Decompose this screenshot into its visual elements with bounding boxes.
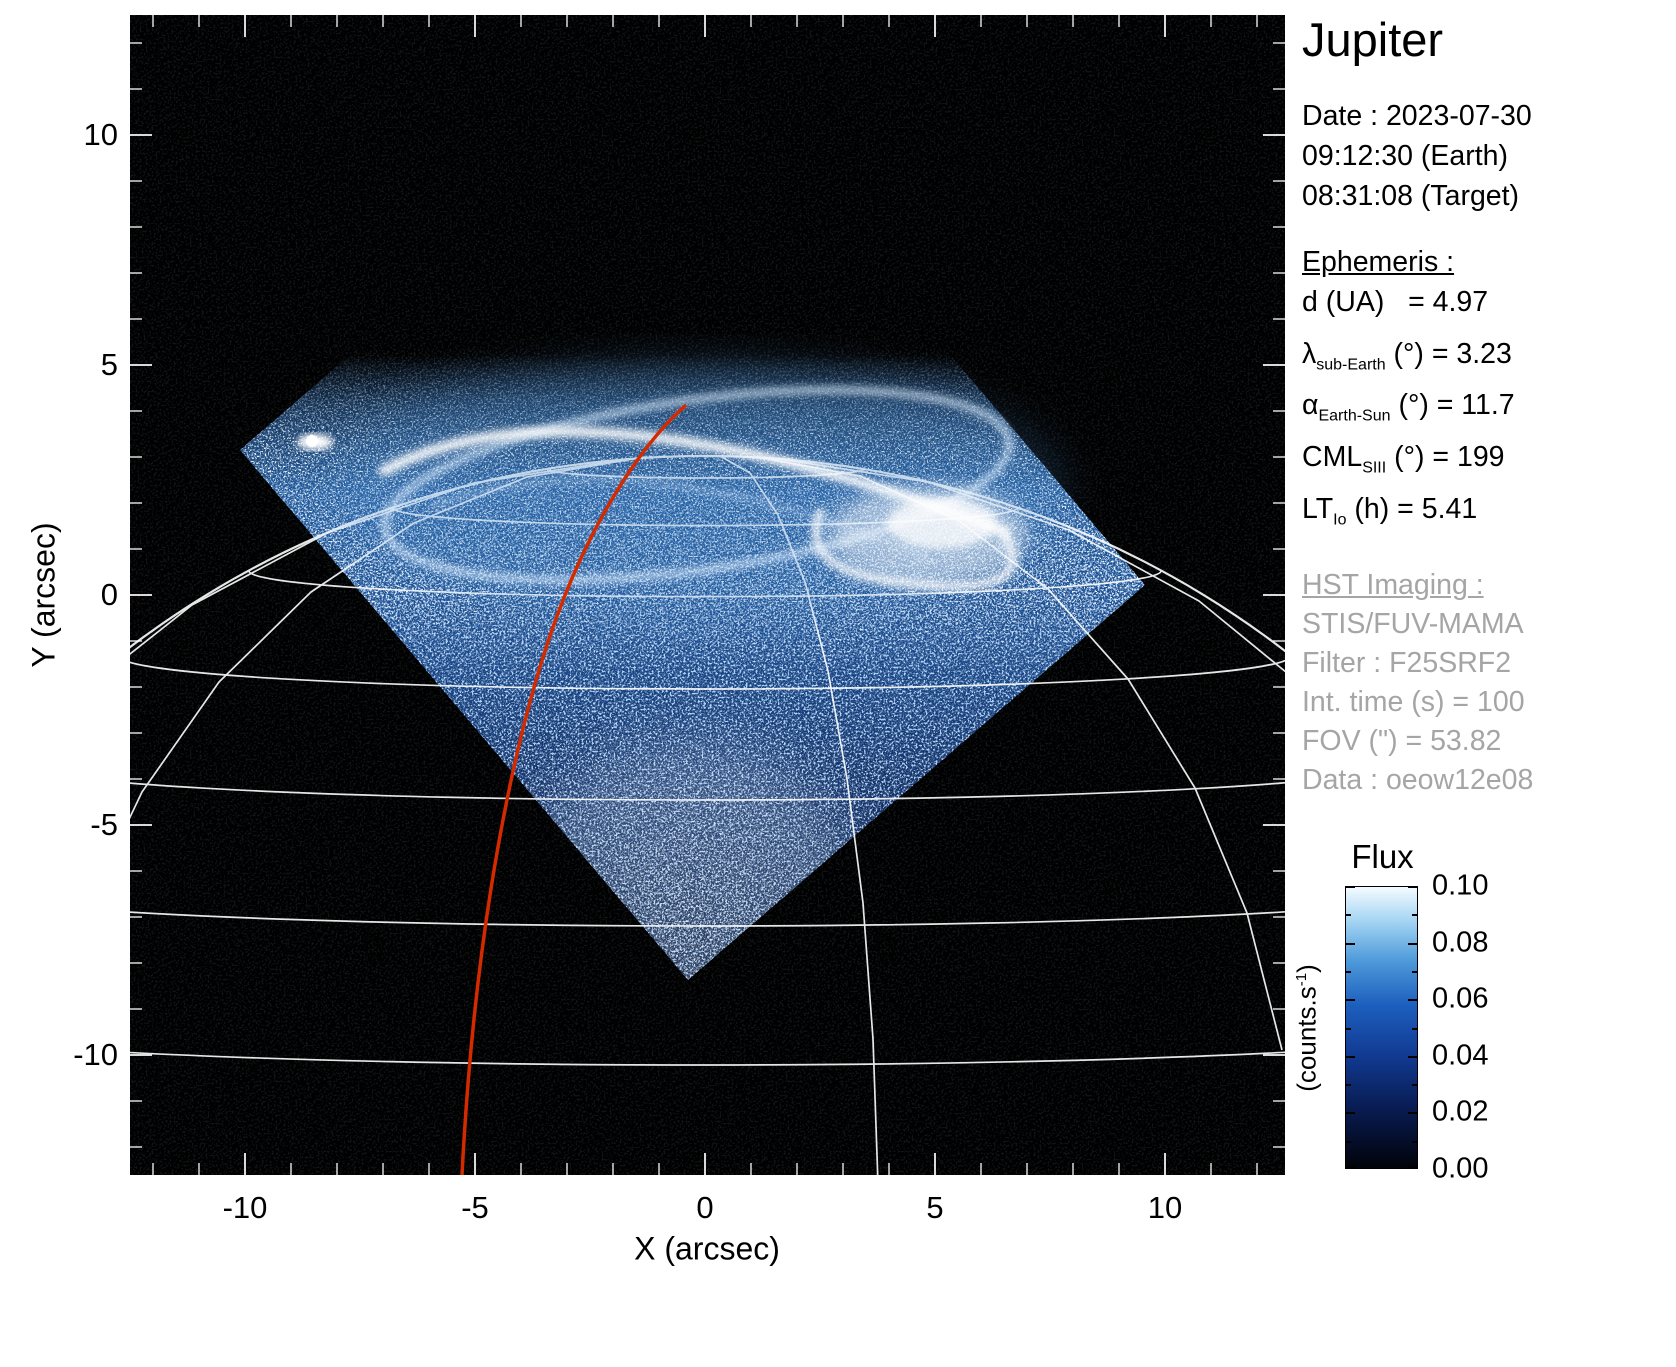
y-tick-label: -5 xyxy=(90,807,118,842)
x-major-ticks-top xyxy=(244,15,1166,37)
io-footprint-core xyxy=(306,435,318,447)
observation-block: Date : 2023-07-30 09:12:30 (Earth) 08:31… xyxy=(1302,96,1676,216)
ephemeris-quantity: λ xyxy=(1302,337,1317,370)
x-minor-ticks-bottom xyxy=(152,1163,1258,1175)
ephemeris-quantity: d (UA) xyxy=(1302,286,1385,318)
colorbar-units-prefix: (counts.s xyxy=(1291,986,1322,1092)
obs-time-target: 08:31:08 (Target) xyxy=(1302,180,1520,212)
x-axis-title: X (arcsec) xyxy=(634,1230,780,1267)
latitude-line xyxy=(130,910,1285,927)
latitude-line xyxy=(130,659,1285,690)
y-tick-label: 5 xyxy=(100,347,118,382)
hst-instrument: STIS/FUV-MAMA xyxy=(1302,608,1524,641)
y-major-ticks-right xyxy=(1263,134,1285,1056)
ephemeris-value: (°) = 11.7 xyxy=(1390,389,1515,422)
ephemeris-value: = 4.97 xyxy=(1384,286,1489,318)
colorbar-tick-label: 0.00 xyxy=(1432,1152,1489,1185)
y-minor-ticks-right xyxy=(1273,42,1285,1148)
ephemeris-value: (°) = 3.23 xyxy=(1385,337,1512,370)
x-tick-label: 10 xyxy=(1147,1190,1183,1225)
colorbar-units: (counts.s-1) xyxy=(1292,964,1323,1092)
colorbar-gradient xyxy=(1346,887,1417,1168)
colorbar xyxy=(1345,886,1418,1169)
ephemeris-quantity: CML xyxy=(1302,441,1363,474)
ephemeris-subscript: sub-Earth xyxy=(1316,356,1386,374)
target-name: Jupiter xyxy=(1302,13,1444,66)
obs-time-earth: 09:12:30 (Earth) xyxy=(1302,140,1508,172)
y-tick-label: 10 xyxy=(83,117,118,152)
hst-imaging-block: STIS/FUV-MAMA Filter : F25SRF2 Int. time… xyxy=(1302,605,1676,800)
ephemeris-quantity: α xyxy=(1302,389,1319,422)
ephemeris-subscript: SIII xyxy=(1362,459,1387,477)
ephemeris-row: LTIo (h) = 5.41 xyxy=(1302,489,1676,541)
x-tick-label: 0 xyxy=(696,1190,714,1225)
latitude-line xyxy=(130,781,1285,801)
ephemeris-heading: Ephemeris : xyxy=(1302,246,1455,278)
y-major-ticks-left xyxy=(130,134,152,1056)
ephemeris-table: d (UA) = 4.97 λsub-Earth (°) = 3.23 αEar… xyxy=(1302,282,1676,540)
ephemeris-value: (h) = 5.41 xyxy=(1346,492,1478,525)
colorbar-tick-label: 0.04 xyxy=(1432,1039,1489,1072)
obs-date: Date : 2023-07-30 xyxy=(1302,100,1532,132)
ephemeris-value: (°) = 199 xyxy=(1386,441,1505,474)
meridian-red-line xyxy=(460,403,688,1175)
colorbar-labels: 0.10 0.08 0.06 0.04 0.02 0.00 xyxy=(1432,870,1522,1185)
polar-emission-core xyxy=(887,497,997,549)
aurora xyxy=(297,360,1065,620)
y-minor-ticks-left xyxy=(130,42,142,1148)
hst-int-time: Int. time (s) = 100 xyxy=(1302,686,1525,719)
colorbar-units-exponent: -1 xyxy=(1292,972,1310,987)
ephemeris-row: λsub-Earth (°) = 3.23 xyxy=(1302,334,1676,386)
colorbar-title: Flux xyxy=(1351,838,1414,875)
y-axis-title: Y (arcsec) xyxy=(25,522,62,668)
axis-ticks xyxy=(130,15,1285,1175)
y-tick-label: 0 xyxy=(100,577,118,612)
ephemeris-row: d (UA) = 4.97 xyxy=(1302,282,1676,334)
ephemeris-row: CMLSIII (°) = 199 xyxy=(1302,437,1676,489)
latitude-line xyxy=(130,1051,1285,1066)
colorbar-tick-label: 0.06 xyxy=(1432,982,1489,1015)
ephemeris-subscript: Earth-Sun xyxy=(1318,408,1391,426)
colorbar-tick-label: 0.08 xyxy=(1432,926,1489,959)
ephemeris-quantity: LT xyxy=(1302,492,1334,525)
ephemeris-row: αEarth-Sun (°) = 11.7 xyxy=(1302,385,1676,437)
x-minor-ticks-top xyxy=(152,15,1258,27)
info-panel: Jupiter Date : 2023-07-30 09:12:30 (Eart… xyxy=(1302,0,1676,800)
x-tick-label: 5 xyxy=(926,1190,944,1225)
hst-fov: FOV (") = 53.82 xyxy=(1302,725,1502,758)
colorbar-tick-label: 0.02 xyxy=(1432,1095,1489,1128)
colorbar-units-suffix: ) xyxy=(1291,964,1322,973)
ephemeris-subscript: Io xyxy=(1333,511,1347,529)
aurora-plot xyxy=(130,15,1285,1175)
hst-imaging-heading: HST Imaging : xyxy=(1302,569,1484,602)
hst-data-id: Data : oeow12e08 xyxy=(1302,764,1534,797)
x-tick-label: -5 xyxy=(461,1190,489,1225)
y-tick-label: -10 xyxy=(73,1037,118,1072)
colorbar-tick-label: 0.10 xyxy=(1432,869,1489,902)
x-tick-label: -10 xyxy=(222,1190,268,1225)
hst-filter: Filter : F25SRF2 xyxy=(1302,647,1512,680)
auroral-oval xyxy=(381,387,1013,583)
x-major-ticks-bottom xyxy=(244,1153,1166,1175)
